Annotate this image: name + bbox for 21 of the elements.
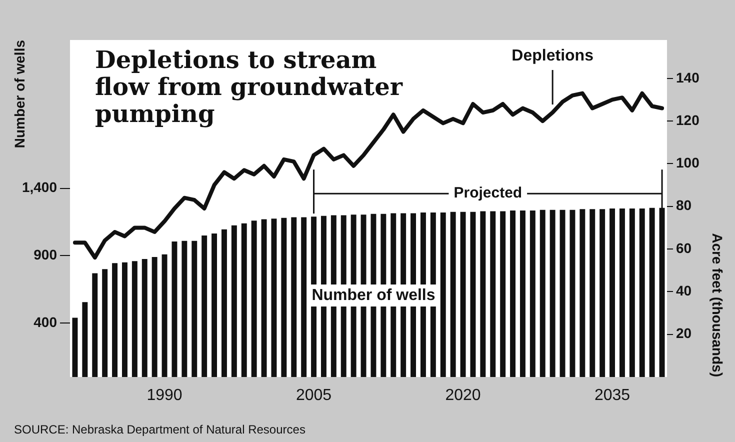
y2-axis-title: Acre feet (thousands) bbox=[710, 233, 726, 377]
y-axis-title: Number of wells bbox=[11, 40, 28, 148]
series-label: Number of wells bbox=[312, 286, 436, 304]
y-tick-label: 400 bbox=[34, 314, 58, 330]
ref-line-label: Projected bbox=[454, 184, 522, 202]
y2-tick-label: 100 bbox=[676, 154, 700, 171]
y2-tick-label: 120 bbox=[676, 112, 700, 128]
y2-tick-label: 60 bbox=[676, 240, 692, 256]
text: Depletions to stream flow from groundwater pumping bbox=[95, 45, 404, 128]
x-tick-label: 2035 bbox=[594, 387, 630, 404]
y2-tick-label: 80 bbox=[676, 197, 692, 214]
y2-tick-label: 140 bbox=[676, 69, 700, 86]
y-tick-label: 1,400 bbox=[22, 179, 58, 196]
x-tick-label: 2005 bbox=[296, 387, 332, 404]
series-label: Depletions bbox=[512, 47, 594, 64]
y2-tick-label: 40 bbox=[676, 282, 692, 299]
x-tick-label: 2020 bbox=[445, 387, 481, 404]
x-tick-label: 1990 bbox=[146, 387, 182, 404]
source-note: SOURCE: Nebraska Department of Natural Resources bbox=[14, 422, 306, 436]
y2-tick-label: 20 bbox=[676, 325, 692, 342]
y-tick-label: 900 bbox=[34, 246, 58, 263]
